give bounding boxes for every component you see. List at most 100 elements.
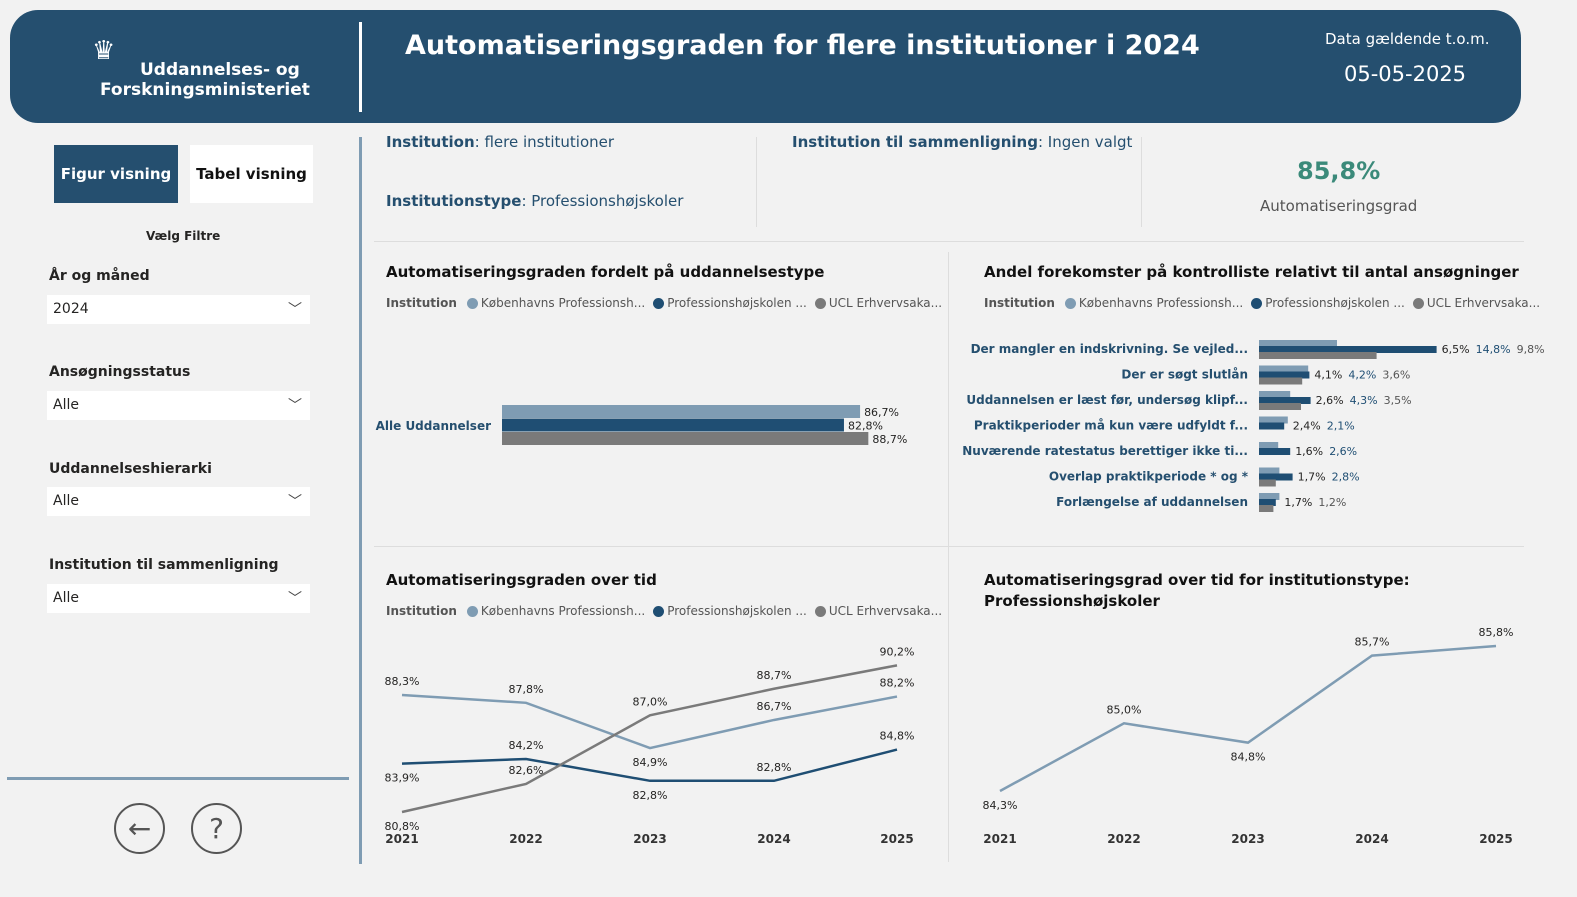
data-label: 90,2% (880, 645, 915, 658)
legend-dot-icon (466, 297, 478, 309)
x-tick-label: 2022 (509, 832, 542, 846)
bar (1259, 346, 1437, 353)
legend-item[interactable]: Københavns Professionsh... (466, 604, 646, 618)
data-label: 3,5% (1384, 394, 1412, 407)
divider (374, 546, 1524, 547)
legend-title: Institution (386, 296, 457, 310)
legend-item[interactable]: Københavns Professionsh... (466, 296, 646, 310)
bar (1259, 493, 1280, 500)
category-label: Der mangler en indskrivning. Se vejled..… (971, 342, 1248, 356)
data-label: 88,3% (385, 675, 420, 688)
chart-title: Automatiseringsgraden over tid (386, 571, 657, 589)
data-label: 86,7% (864, 406, 899, 419)
filter-label-status: Ansøgningsstatus (49, 364, 191, 380)
bar (502, 418, 844, 432)
legend-item[interactable]: Professionshøjskolen ... (653, 604, 807, 618)
legend-label: Professionshøjskolen ... (667, 604, 807, 618)
legend-item[interactable]: Professionshøjskolen ... (653, 296, 807, 310)
data-label: 3,6% (1382, 369, 1410, 382)
year-month-dropdown[interactable]: 2024 ﹀ (47, 295, 310, 324)
legend-dot-icon (653, 605, 665, 617)
header-banner (10, 10, 1521, 123)
content-divider (359, 137, 362, 864)
series-line (401, 664, 898, 814)
figure-view-button[interactable]: Figur visning (54, 145, 178, 203)
legend-label: Københavns Professionsh... (480, 296, 646, 310)
legend-dot-icon (814, 605, 826, 617)
help-icon[interactable]: ? (191, 803, 242, 854)
legend-item[interactable]: UCL Erhvervsaka... (814, 296, 942, 310)
bar (1259, 377, 1303, 385)
date-label: Data gældende t.o.m. (1325, 30, 1490, 48)
category-label: Forlængelse af uddannelsen (1056, 495, 1248, 509)
series-line (401, 748, 898, 783)
bar (502, 432, 869, 445)
chevron-down-icon: ﹀ (288, 494, 302, 510)
status-dropdown[interactable]: Alle ﹀ (47, 391, 310, 420)
dropdown-value: 2024 (53, 301, 89, 317)
x-tick-label: 2024 (757, 832, 790, 846)
legend-dot-icon (653, 297, 665, 309)
data-label: 88,7% (872, 433, 907, 446)
data-label: 2,1% (1327, 420, 1355, 433)
legend-label: Københavns Professionsh... (1078, 296, 1244, 310)
legend-item[interactable]: UCL Erhvervsaka... (814, 604, 943, 618)
data-label: 86,7% (757, 700, 792, 713)
data-label: 88,7% (757, 669, 792, 682)
back-arrow-icon[interactable]: ← (114, 803, 165, 854)
bar (1259, 505, 1274, 512)
category-label: Uddannelsen er læst før, undersøg klipf.… (966, 393, 1248, 407)
compare-dropdown[interactable]: Alle ﹀ (47, 584, 310, 613)
bar (1259, 442, 1279, 449)
data-label: 84,2% (509, 739, 544, 752)
x-tick-label: 2021 (983, 832, 1016, 846)
data-label: 4,3% (1350, 394, 1378, 407)
bar (1259, 397, 1311, 404)
divider (756, 137, 757, 227)
data-label: 85,0% (1107, 703, 1142, 716)
bar (1259, 467, 1280, 475)
data-label: 84,9% (633, 756, 668, 769)
legend-label: UCL Erhvervsaka... (828, 604, 943, 618)
data-label: 4,2% (1348, 369, 1376, 382)
chart-title: Automatiseringsgrad over tid for institu… (984, 571, 1410, 589)
data-label: 87,0% (633, 695, 668, 708)
series-line (401, 693, 898, 750)
legend-dot-icon (1064, 297, 1076, 309)
bar (1259, 403, 1301, 410)
data-label: 88,2% (880, 677, 915, 690)
data-label: 84,8% (880, 730, 915, 743)
legend-label: Københavns Professionsh... (480, 604, 646, 618)
data-label: 84,3% (983, 799, 1018, 812)
x-tick-label: 2021 (385, 832, 418, 846)
legend-title: Institution (984, 296, 1055, 310)
filters-title: Vælg Filtre (146, 229, 221, 243)
data-label: 4,1% (1314, 369, 1342, 382)
legend-dot-icon (466, 605, 478, 617)
legend-item[interactable]: Københavns Professionsh... (1064, 296, 1244, 310)
dropdown-value: Alle (53, 397, 79, 413)
data-label: 85,8% (1479, 626, 1514, 639)
compare-info: Institution til sammenligning: Ingen val… (792, 133, 1133, 151)
dropdown-value: Alle (53, 590, 79, 606)
institution-info: Institution: flere institutioner (386, 133, 615, 151)
crown-logo-icon: ♛ (92, 36, 116, 66)
bar (1259, 391, 1291, 398)
legend-item[interactable]: Professionshøjskolen ... (1251, 296, 1405, 310)
x-tick-label: 2024 (1355, 832, 1388, 846)
table-view-button[interactable]: Tabel visning (190, 145, 313, 203)
legend-dot-icon (814, 297, 826, 309)
bar (1259, 352, 1377, 359)
chart-legend: Institution Københavns Professionsh... Pro… (984, 296, 1544, 310)
chart-legend: Institution Københavns Professionsh... Pro… (386, 604, 946, 618)
logo-line2: Forskningsministeriet (100, 80, 310, 100)
category-label: Overlap praktikperiode * og * (1049, 470, 1249, 484)
data-label: 82,6% (509, 764, 544, 777)
data-label: 2,8% (1332, 471, 1360, 484)
hierarchy-dropdown[interactable]: Alle ﹀ (47, 487, 310, 516)
logo-line1: Uddannelses- og (140, 60, 300, 80)
legend-item[interactable]: UCL Erhvervsaka... (1412, 296, 1540, 310)
data-label: 6,5% (1442, 343, 1470, 356)
x-tick-label: 2025 (880, 832, 913, 846)
